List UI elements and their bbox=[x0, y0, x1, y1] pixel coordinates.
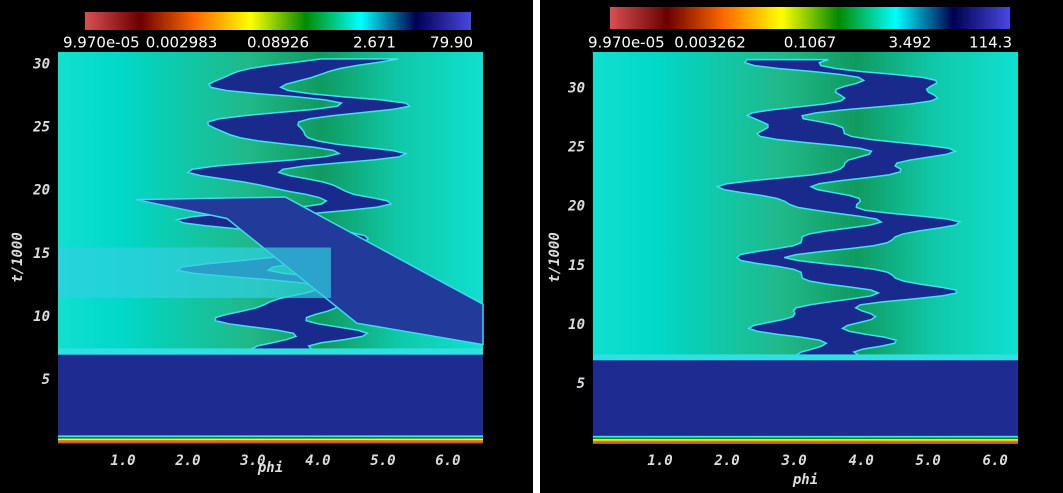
y-tick-label: 30 bbox=[567, 81, 585, 97]
heatmap-feature bbox=[593, 354, 1018, 361]
colorbar bbox=[610, 7, 1010, 29]
colorbar-tick-label: 114.3 bbox=[969, 34, 1012, 52]
heatmap-feature bbox=[593, 440, 1018, 443]
heatmap-feature bbox=[58, 354, 483, 436]
y-tick-label: 10 bbox=[33, 309, 50, 325]
x-tick-label: 5.0 bbox=[370, 453, 395, 469]
colorbar-tick-label: 0.003262 bbox=[674, 34, 746, 52]
colorbar-tick-label: 0.1067 bbox=[784, 34, 837, 52]
x-tick-label: 1.0 bbox=[647, 453, 672, 469]
heatmap-feature bbox=[593, 437, 1018, 440]
x-tick-label: 4.0 bbox=[848, 453, 873, 469]
x-tick-label: 2.0 bbox=[713, 453, 739, 469]
heatmap-feature bbox=[593, 439, 1018, 441]
heatmap-feature bbox=[715, 58, 962, 359]
colorbar-tick-label: 0.002983 bbox=[146, 34, 218, 52]
heatmap-feature bbox=[58, 441, 483, 444]
x-tick-label: 6.0 bbox=[983, 453, 1008, 469]
y-tick-label: 25 bbox=[567, 140, 585, 156]
y-tick-label: 5 bbox=[577, 376, 585, 392]
x-tick-label: 5.0 bbox=[916, 453, 941, 469]
heatmap-feature bbox=[58, 247, 331, 298]
x-tick-label: 3.0 bbox=[239, 453, 265, 469]
colorbar bbox=[85, 12, 471, 30]
y-tick-label: 20 bbox=[32, 183, 50, 199]
y-tick-label: 25 bbox=[32, 120, 50, 136]
heatmap-feature bbox=[58, 348, 483, 355]
x-tick-label: 3.0 bbox=[780, 453, 806, 469]
x-tick-label: 6.0 bbox=[435, 453, 460, 469]
heatmap-feature bbox=[593, 442, 1018, 444]
heatmap-feature bbox=[593, 435, 1018, 438]
x-tick-label: 4.0 bbox=[305, 453, 330, 469]
heatmap-feature bbox=[58, 435, 483, 438]
x-axis-label: phi bbox=[792, 472, 818, 488]
y-tick-label: 5 bbox=[42, 372, 50, 388]
colorbar-tick-label: 0.08926 bbox=[247, 34, 309, 52]
y-axis-label: t/1000 bbox=[10, 232, 26, 283]
colorbar-tick-label: 9.970e-05 bbox=[63, 34, 140, 52]
heatmap-feature bbox=[58, 438, 483, 441]
x-tick-label: 1.0 bbox=[110, 453, 135, 469]
colorbar-tick-label: 3.492 bbox=[889, 34, 932, 52]
heatmap-feature bbox=[58, 437, 483, 439]
y-tick-label: 20 bbox=[567, 199, 585, 215]
y-tick-label: 15 bbox=[568, 258, 585, 274]
heatmap-feature bbox=[58, 440, 483, 442]
x-axis-label: phi bbox=[257, 460, 283, 476]
colorbar-tick-label: 2.671 bbox=[353, 34, 396, 52]
x-tick-label: 2.0 bbox=[174, 453, 200, 469]
y-tick-label: 10 bbox=[568, 317, 585, 333]
y-tick-label: 30 bbox=[32, 57, 50, 73]
y-tick-label: 15 bbox=[33, 246, 50, 262]
heatmap-feature bbox=[593, 360, 1018, 436]
colorbar-tick-label: 79.90 bbox=[430, 34, 473, 52]
colorbar-tick-label: 9.970e-05 bbox=[588, 34, 665, 52]
y-axis-label: t/1000 bbox=[547, 232, 563, 283]
